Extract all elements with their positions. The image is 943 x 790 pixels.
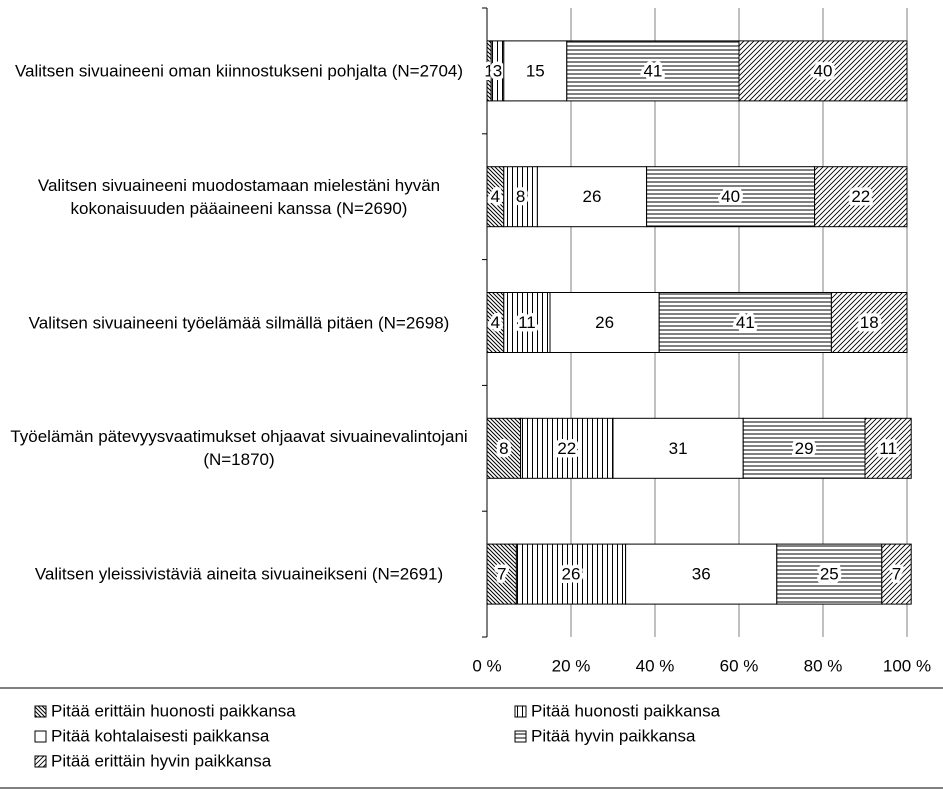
x-tick-label: 60 %	[720, 656, 759, 675]
legend-label: Pitää kohtalaisesti paikkansa	[51, 726, 270, 745]
data-label: 7	[892, 565, 901, 584]
bar-segment	[503, 40, 568, 102]
bar-segment	[515, 543, 627, 605]
category-label: Valitsen sivuaineeni oman kiinnostukseni…	[14, 61, 464, 81]
bar-segment	[881, 543, 912, 605]
data-label: 40	[721, 187, 740, 206]
category-label: Valitsen sivuaineeni muodostamaan mieles…	[37, 175, 441, 218]
legend-label: Pitää hyvin paikkansa	[531, 726, 696, 745]
data-label: 18	[860, 313, 879, 332]
data-label: 29	[795, 439, 814, 458]
bar-segment	[814, 166, 908, 228]
data-label: 11	[518, 313, 536, 332]
data-label: 8	[516, 187, 525, 206]
bar-segment	[566, 40, 740, 102]
bar-segment	[864, 417, 912, 479]
data-label: 26	[595, 313, 614, 332]
category-label: Valitsen sivuaineeni työelämää silmällä …	[28, 313, 450, 332]
data-label: 11	[879, 439, 897, 458]
bar-segment	[503, 166, 538, 228]
bar-segment	[520, 417, 614, 479]
bar-segment	[549, 292, 660, 353]
data-label: 3	[493, 61, 502, 80]
x-tick-label: 0 %	[472, 656, 501, 675]
legend-swatch	[34, 755, 47, 768]
bar-segment	[830, 292, 908, 353]
data-label: 26	[583, 187, 602, 206]
data-label: 41	[643, 61, 662, 80]
data-label: 7	[497, 565, 506, 584]
legend-label: Pitää huonosti paikkansa	[531, 701, 721, 720]
bar-segment	[738, 40, 908, 102]
category-label: Valitsen yleissivistäviä aineita sivuain…	[34, 564, 444, 584]
data-label: 36	[692, 565, 711, 584]
legend-label: Pitää erittäin hyvin paikkansa	[51, 751, 272, 770]
bar-segment	[536, 166, 648, 228]
data-label: 40	[814, 61, 833, 80]
data-label: 25	[820, 565, 839, 584]
data-label: 15	[526, 61, 545, 80]
data-label: 4	[491, 313, 500, 332]
legend-swatch	[34, 705, 47, 718]
bar-segment	[646, 166, 816, 228]
legend-swatch	[514, 705, 527, 718]
category-label: Työelämän pätevyysvaatimukset ohjaavat s…	[10, 427, 468, 470]
data-label: 41	[736, 313, 755, 332]
data-label: 22	[851, 187, 870, 206]
x-tick-label: 40 %	[636, 656, 675, 675]
x-tick-label: 100 %	[883, 656, 931, 675]
data-label: 4	[491, 187, 500, 206]
bar-segment	[503, 292, 551, 353]
bar-segment	[486, 417, 522, 479]
legend-swatch	[514, 730, 527, 743]
legend-swatch	[34, 730, 47, 743]
bar-segment	[625, 543, 778, 605]
legend-label: Pitää erittäin huonosti paikkansa	[51, 701, 296, 720]
data-label: 26	[562, 565, 581, 584]
x-tick-label: 80 %	[804, 656, 843, 675]
data-label: 8	[499, 439, 508, 458]
data-label: 31	[669, 439, 688, 458]
x-tick-label: 20 %	[552, 656, 591, 675]
data-label: 22	[557, 439, 576, 458]
